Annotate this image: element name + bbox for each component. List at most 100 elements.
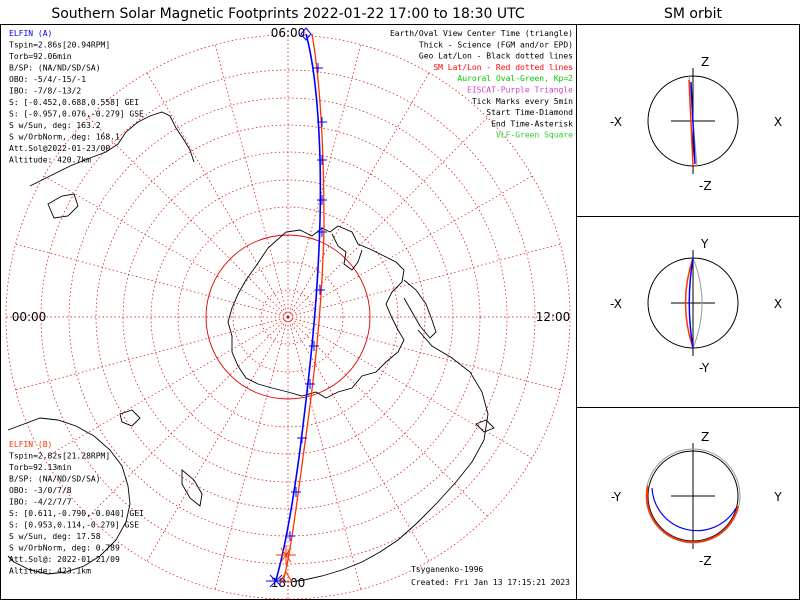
mlt-label-left: 00:00 <box>12 310 47 324</box>
orbit-axis-label-bottom: -Z <box>699 554 712 568</box>
sm-lon-line <box>88 316 289 517</box>
sm-lat-circle <box>205 234 371 400</box>
sm-lat-circle <box>5 34 571 600</box>
start-diamond-a <box>300 27 312 41</box>
sm-lat-circle <box>68 97 508 537</box>
tasmania-coast <box>119 409 141 427</box>
sm-lon-line <box>88 117 289 318</box>
orbit-trace-b <box>646 485 739 543</box>
sm-lon-line <box>43 175 289 318</box>
mlt-label-bottom: 18:00 <box>271 576 306 590</box>
sm-lat-circle <box>40 69 536 565</box>
orbit-axis-label-left: -X <box>610 297 622 311</box>
legend-entry: VLF-Green Square <box>496 131 573 140</box>
orbit-axis-label-bottom: -Y <box>699 361 710 375</box>
sm-lon-line <box>287 175 533 318</box>
orbit-axis-label-bottom: -Z <box>699 179 712 193</box>
spacecraft-info-line: B/SP: (NA/ND/SD/SA) <box>9 64 101 73</box>
tick-mark <box>313 63 323 73</box>
spacecraft-info-line: OBO: -3/0/7/8 <box>9 486 72 495</box>
southern-africa-coast <box>29 111 195 187</box>
sm-lon-line <box>146 316 289 562</box>
tick-mark <box>317 117 327 127</box>
spacecraft-info-line: S: [-0.452,0.688,0.558] GEI <box>9 98 139 107</box>
orbit-trace-a <box>688 257 694 349</box>
orbit-trace-b <box>688 79 694 167</box>
spacecraft-info-line: Torb=92.13min <box>9 463 72 472</box>
orbit-axis-label-left: -X <box>610 115 622 129</box>
tick-mark <box>305 379 315 389</box>
sm-lon-line <box>214 44 289 318</box>
spacecraft-info-line: IBO: -7/8/-13/2 <box>9 87 81 96</box>
created-timestamp: Created: Fri Jan 13 17:15:21 2023 <box>411 578 570 587</box>
sm-lat-circle <box>232 261 344 373</box>
sm-lon-line <box>43 316 289 459</box>
mlt-labels: 06:00 00:00 12:00 18:00 <box>12 26 571 590</box>
elfin-a-track <box>275 33 322 581</box>
end-asterisk-a <box>266 574 286 588</box>
spacecraft-info-line: S: [-0.957,0.076,-0.279] GSE <box>9 110 144 119</box>
orbit-panel-3: Z -Z -Y Y <box>611 430 782 568</box>
elfin-a-info: ELFIN (A) Tspin=2.86s[20.94RPM] Torb=92.06… <box>9 29 144 165</box>
track-endpoints <box>266 27 312 588</box>
sm-lat-circle <box>177 206 399 428</box>
view-center-triangle <box>279 571 293 583</box>
mlt-label-right: 12:00 <box>536 310 571 324</box>
spacecraft-name: ELFIN (A) <box>9 29 52 38</box>
sm-lon-line <box>287 44 362 318</box>
orbit-trace-b <box>684 257 694 349</box>
madagascar-coast <box>47 193 79 219</box>
auroral-oval-equatorward <box>192 236 363 388</box>
spacecraft-name: ELFIN (B) <box>9 440 52 449</box>
falklands-coast <box>475 419 495 433</box>
map-legend: Earth/Oval View Center Time (triangle) Th… <box>390 29 573 140</box>
spacecraft-info-line: Att.Sol@: 2022-01-21/09 <box>9 555 120 564</box>
sm-lat-lon-grid <box>5 34 571 600</box>
tick-mark <box>317 227 327 237</box>
spacecraft-info-line: S w/OrbNorm, deg: 168.1 <box>9 133 120 142</box>
legend-entry: Start Time-Diamond <box>486 108 573 117</box>
mlt-label-top: 06:00 <box>271 26 306 40</box>
polar-footprint-map: 06:00 00:00 12:00 18:00 <box>5 26 571 600</box>
orbit-header: SM orbit <box>664 6 723 22</box>
orbit-axis-label-top: Y <box>700 237 709 251</box>
spacecraft-info-line: S w/OrbNorm, deg: 0.789 <box>9 544 120 553</box>
figure-title: Southern Solar Magnetic Footprints 2022-… <box>51 6 525 22</box>
sm-lon-line <box>287 316 533 459</box>
elfin-b-info: ELFIN (B) Tspin=2.82s[21.28RPM] Torb=92.13… <box>9 440 144 576</box>
tick-mark <box>291 487 301 497</box>
legend-entry: SM Lat/Lon - Red dotted lines <box>433 63 573 72</box>
legend-entry: EISCAT-Purple Triangle <box>467 86 573 95</box>
legend-entry: Tick Marks every 5min <box>472 97 573 106</box>
sm-lon-line <box>287 72 430 318</box>
spacecraft-info-line: S: [0.611,-0.790,-0.040] GEI <box>9 509 144 518</box>
orbit-axis-label-top: Z <box>701 55 709 69</box>
spacecraft-info-line: Att.Sol@2022-01-23/00 <box>9 144 110 153</box>
tick-mark <box>317 155 327 165</box>
tick-mark <box>317 195 327 205</box>
sm-lon-line <box>287 316 362 590</box>
spacecraft-info-line: OBO: -5/4/-15/-1 <box>9 75 86 84</box>
orbit-trace-gray <box>692 257 703 349</box>
sm-lon-line <box>287 316 488 517</box>
field-model-label: Tsyganenko-1996 <box>411 565 483 574</box>
sm-lon-line <box>287 316 561 391</box>
spacecraft-info-line: S w/Sun, deg: 17.58 <box>9 532 101 541</box>
spacecraft-info-line: Torb=92.06min <box>9 52 72 61</box>
spacecraft-info-line: IBO: -4/2/7/7 <box>9 498 72 507</box>
antarctic-peninsula <box>403 279 437 339</box>
spacecraft-info-line: S: [0.953,0.114,-0.279] GSE <box>9 521 139 530</box>
sm-lon-line <box>214 316 289 590</box>
orbit-trace-a <box>651 487 737 532</box>
legend-entry: Geo Lat/Lon - Black dotted lines <box>419 52 573 61</box>
footprint-tracks <box>266 27 327 588</box>
orbit-axis-label-right: Y <box>773 490 782 504</box>
spacecraft-info-line: S w/Sun, deg: 163.2 <box>9 121 101 130</box>
sm-orbit-panels: Z -Z -X X Y -Y -X X Z -Z -Y Y <box>610 55 782 568</box>
end-asterisk-b <box>276 545 296 565</box>
sm-lon-line <box>287 243 561 318</box>
sm-lon-line <box>15 316 289 391</box>
legend-entry: Auroral Oval-Green, Kp=2 <box>457 74 573 83</box>
sm-lon-line <box>15 243 289 318</box>
